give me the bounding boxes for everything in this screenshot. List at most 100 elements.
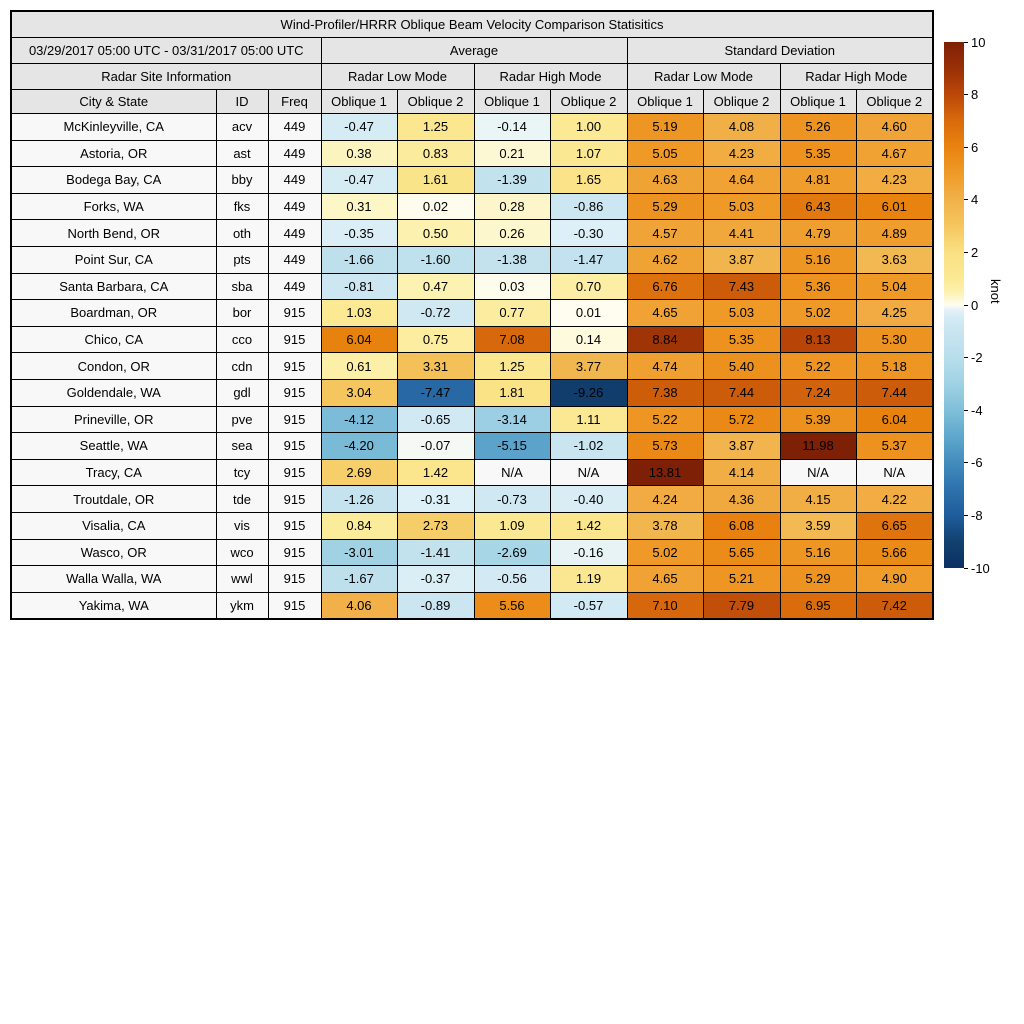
table-row: Yakima, WA ykm 915 4.06 -0.89 5.56 -0.57 7.10 7.…	[10, 591, 934, 620]
value-cell: 5.56	[473, 591, 551, 620]
site-id-cell: cdn	[215, 352, 269, 380]
city-cell: Boardman, OR	[10, 299, 217, 327]
mode-header-row: Radar Site Information Radar Low Mode Ra…	[10, 63, 934, 90]
freq-cell: 915	[267, 352, 322, 380]
colorbar-tick-label: 6	[971, 139, 979, 155]
site-id-cell: vis	[215, 511, 269, 540]
freq-cell: 449	[267, 219, 322, 247]
colorbar-tick-label: -4	[971, 402, 983, 418]
value-cell: -1.47	[549, 245, 628, 274]
colorbar-tick-label: 4	[971, 192, 979, 208]
value-cell: 0.21	[473, 139, 551, 168]
colorbar-gradient	[944, 42, 964, 568]
mode-header-std-high: Radar High Mode	[779, 63, 934, 90]
value-cell: -0.47	[320, 113, 398, 141]
value-cell: -0.57	[549, 591, 628, 620]
value-cell: -1.67	[320, 565, 398, 593]
site-id-cell: bor	[215, 299, 269, 327]
value-cell: 4.64	[702, 166, 781, 194]
table-row: Tracy, CA tcy 915 2.69 1.42 N/A N/A 13.81 4.14 N/…	[10, 458, 934, 487]
value-cell: 5.16	[779, 245, 857, 274]
table-row: Chico, CA cco 915 6.04 0.75 7.08 0.14 8.84 5.35 8…	[10, 325, 934, 354]
col-header-oblique2: Oblique 2	[855, 89, 934, 114]
site-info-header: Radar Site Information	[10, 63, 322, 90]
value-cell: 4.65	[626, 299, 704, 327]
value-cell: -0.65	[396, 405, 475, 434]
value-cell: -1.66	[320, 245, 398, 274]
mode-header-avg-low: Radar Low Mode	[320, 63, 475, 90]
value-cell: 1.42	[549, 511, 628, 540]
value-cell: -0.47	[320, 166, 398, 194]
value-cell: 1.19	[549, 565, 628, 593]
city-cell: Condon, OR	[10, 352, 217, 380]
freq-cell: 449	[267, 245, 322, 274]
value-cell: 1.61	[396, 166, 475, 194]
value-cell: -3.01	[320, 538, 398, 567]
value-cell: 4.24	[626, 485, 704, 513]
mode-header-std-low: Radar Low Mode	[626, 63, 781, 90]
value-cell: -0.30	[549, 219, 628, 247]
table-row: Boardman, OR bor 915 1.03 -0.72 0.77 0.01 4.65 5…	[10, 299, 934, 327]
value-cell: 4.62	[626, 245, 704, 274]
value-cell: 4.41	[702, 219, 781, 247]
group-header-standard-deviation: Standard Deviation	[626, 37, 934, 64]
city-cell: Goldendale, WA	[10, 378, 217, 407]
value-cell: 5.36	[779, 272, 857, 301]
table-row: Prineville, OR pve 915 -4.12 -0.65 -3.14 1.11 5…	[10, 405, 934, 434]
site-id-cell: sba	[215, 272, 269, 301]
value-cell: 4.63	[626, 166, 704, 194]
value-cell: 7.79	[702, 591, 781, 620]
freq-cell: 915	[267, 325, 322, 354]
freq-cell: 915	[267, 299, 322, 327]
city-cell: Santa Barbara, CA	[10, 272, 217, 301]
col-header-id: ID	[215, 89, 269, 114]
table-row: Seattle, WA sea 915 -4.20 -0.07 -5.15 -1.02 5.7…	[10, 432, 934, 460]
value-cell: 5.26	[779, 113, 857, 141]
value-cell: 1.25	[473, 352, 551, 380]
value-cell: 4.36	[702, 485, 781, 513]
value-cell: 1.09	[473, 511, 551, 540]
value-cell: 6.76	[626, 272, 704, 301]
site-id-cell: fks	[215, 192, 269, 221]
value-cell: 0.83	[396, 139, 475, 168]
value-cell: 5.39	[779, 405, 857, 434]
value-cell: -0.07	[396, 432, 475, 460]
value-cell: 0.28	[473, 192, 551, 221]
value-cell-na: N/A	[473, 458, 551, 487]
value-cell: 0.26	[473, 219, 551, 247]
value-cell: 5.03	[702, 192, 781, 221]
colorbar-tick	[964, 304, 968, 306]
value-cell: 0.47	[396, 272, 475, 301]
colorbar-tick	[964, 514, 968, 516]
value-cell: 3.87	[702, 432, 781, 460]
table-row: Astoria, OR ast 449 0.38 0.83 0.21 1.07 5.05 4.2…	[10, 139, 934, 168]
value-cell: -7.47	[396, 378, 475, 407]
value-cell: -0.56	[473, 565, 551, 593]
site-id-cell: tcy	[215, 458, 269, 487]
value-cell: 5.02	[779, 299, 857, 327]
colorbar-tick-label: 10	[971, 34, 986, 50]
value-cell: 1.00	[549, 113, 628, 141]
value-cell: -2.69	[473, 538, 551, 567]
value-cell: 13.81	[626, 458, 704, 487]
value-cell: 0.84	[320, 511, 398, 540]
value-cell: 3.78	[626, 511, 704, 540]
table-row: Bodega Bay, CA bby 449 -0.47 1.61 -1.39 1.65 4.…	[10, 166, 934, 194]
value-cell: 3.63	[855, 245, 934, 274]
value-cell: 5.21	[702, 565, 781, 593]
city-cell: Seattle, WA	[10, 432, 217, 460]
value-cell: 7.38	[626, 378, 704, 407]
value-cell: 6.08	[702, 511, 781, 540]
city-cell: Walla Walla, WA	[10, 565, 217, 593]
value-cell: 1.65	[549, 166, 628, 194]
city-cell: Bodega Bay, CA	[10, 166, 217, 194]
value-cell: -4.20	[320, 432, 398, 460]
value-cell: 5.22	[626, 405, 704, 434]
value-cell: 4.89	[855, 219, 934, 247]
city-cell: Astoria, OR	[10, 139, 217, 168]
table-row: Troutdale, OR tde 915 -1.26 -0.31 -0.73 -0.40 4…	[10, 485, 934, 513]
col-header-oblique1: Oblique 1	[626, 89, 704, 114]
site-id-cell: bby	[215, 166, 269, 194]
value-cell: -9.26	[549, 378, 628, 407]
